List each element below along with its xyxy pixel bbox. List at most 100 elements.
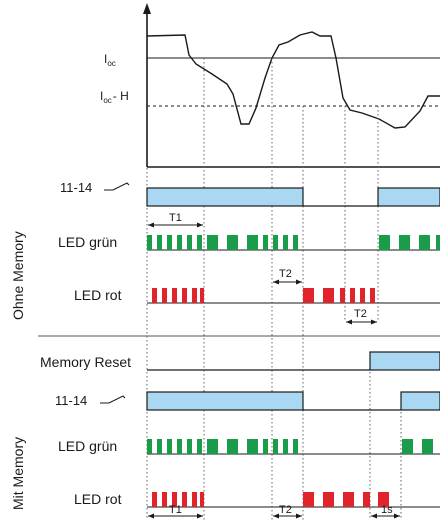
relay-on-bar-4 <box>400 391 440 411</box>
contact-label-bottom: 11-14 <box>55 393 87 408</box>
ioc-h-label: Ioc- H <box>100 89 129 105</box>
t2-arrow-left-icon <box>273 279 279 285</box>
contact-label-top: 11-14 <box>60 180 92 195</box>
memory-reset-high-bar <box>369 351 440 371</box>
t1-bottom-arrow-right-icon <box>197 513 203 519</box>
led-pulse <box>293 439 298 454</box>
led-pulse <box>378 492 389 507</box>
memory-reset-label: Memory Reset <box>40 354 131 370</box>
led-pulse <box>157 439 162 454</box>
led-green-pulses-bottom <box>147 439 433 454</box>
led-pulse <box>207 235 218 250</box>
y-axis-arrow-icon <box>143 3 151 14</box>
led-pulse <box>197 235 202 250</box>
led-pulse <box>167 235 172 250</box>
led-pulse <box>419 235 430 250</box>
ohne-memory-section: 11-14 T1 LED grün <box>58 180 440 325</box>
t1-label-top: T1 <box>169 212 182 224</box>
led-pulse <box>293 235 298 250</box>
led-pulse <box>263 235 268 250</box>
led-pulse <box>343 492 354 507</box>
time-markers <box>146 58 402 520</box>
led-pulse <box>436 235 440 250</box>
t2-label-bottom: T2 <box>279 504 292 516</box>
contact-switch-icon <box>104 182 130 191</box>
led-pulse <box>172 492 177 507</box>
led-green-label-top: LED grün <box>58 234 117 250</box>
led-pulse <box>200 492 204 507</box>
led-pulse <box>340 288 345 303</box>
led-pulse <box>147 439 152 454</box>
t2b-arrow-left-icon <box>346 319 352 325</box>
led-pulse <box>187 439 192 454</box>
one-s-arrow-left-icon <box>371 513 377 519</box>
led-pulse <box>192 492 197 507</box>
t1-bottom-arrow-left-icon <box>148 513 154 519</box>
led-pulse <box>363 492 370 507</box>
led-green-pulses-top <box>147 235 440 250</box>
ioc-label: Ioc <box>104 52 116 68</box>
led-pulse <box>227 439 238 454</box>
led-pulse <box>187 235 192 250</box>
t2b-arrow-right-icon <box>371 319 377 325</box>
led-green-label-bottom: LED grün <box>58 438 117 454</box>
led-pulse <box>197 439 202 454</box>
t2-bottom-arrow-right-icon <box>296 513 302 519</box>
led-red-pulses-bottom <box>152 492 389 507</box>
relay-on-bar-1 <box>146 187 304 207</box>
led-pulse <box>379 235 390 250</box>
t1-arrow-right-icon <box>197 222 203 228</box>
led-pulse <box>207 439 218 454</box>
led-pulse <box>273 235 278 250</box>
led-pulse <box>273 439 278 454</box>
led-pulse <box>303 288 314 303</box>
led-pulse <box>263 439 268 454</box>
led-pulse <box>200 288 204 303</box>
led-pulse <box>147 235 152 250</box>
section-label-mit-memory: Mit Memory <box>10 437 26 510</box>
led-pulse <box>303 492 314 507</box>
led-pulse <box>182 492 187 507</box>
led-pulse <box>227 235 238 250</box>
led-pulse <box>247 235 258 250</box>
led-pulse <box>402 439 413 454</box>
one-s-label: 1s <box>381 504 393 516</box>
led-pulse <box>360 288 365 303</box>
led-red-label-bottom: LED rot <box>74 491 122 507</box>
led-pulse <box>323 492 334 507</box>
led-pulse <box>152 492 157 507</box>
led-pulse <box>152 288 157 303</box>
led-pulse <box>172 288 177 303</box>
t1-arrow-left-icon <box>148 222 154 228</box>
led-pulse <box>350 288 355 303</box>
led-pulse <box>247 439 258 454</box>
led-pulse <box>370 288 375 303</box>
led-pulse <box>399 235 410 250</box>
t2-label-top-a: T2 <box>279 268 292 280</box>
current-curve <box>146 31 440 129</box>
t2-arrow-right-icon <box>296 279 302 285</box>
t1-label-bottom: T1 <box>169 504 182 516</box>
mit-memory-section: Memory Reset 11-14 LED grün <box>40 351 440 519</box>
led-pulse <box>177 439 182 454</box>
led-pulse <box>283 235 288 250</box>
led-pulse <box>323 288 334 303</box>
led-pulse <box>283 439 288 454</box>
t2-bottom-arrow-left-icon <box>273 513 279 519</box>
relay-on-bar-3 <box>146 391 304 411</box>
section-label-ohne-memory: Ohne Memory <box>10 231 26 320</box>
led-pulse <box>167 439 172 454</box>
relay-on-bar-2 <box>377 187 440 207</box>
led-pulse <box>162 492 167 507</box>
led-red-pulses-top <box>152 288 375 303</box>
contact-switch-icon <box>100 395 126 404</box>
current-graph: Ioc Ioc- H <box>100 3 440 168</box>
led-pulse <box>192 288 197 303</box>
led-pulse <box>177 235 182 250</box>
led-pulse <box>182 288 187 303</box>
led-pulse <box>422 439 433 454</box>
led-pulse <box>157 235 162 250</box>
led-pulse <box>162 288 167 303</box>
